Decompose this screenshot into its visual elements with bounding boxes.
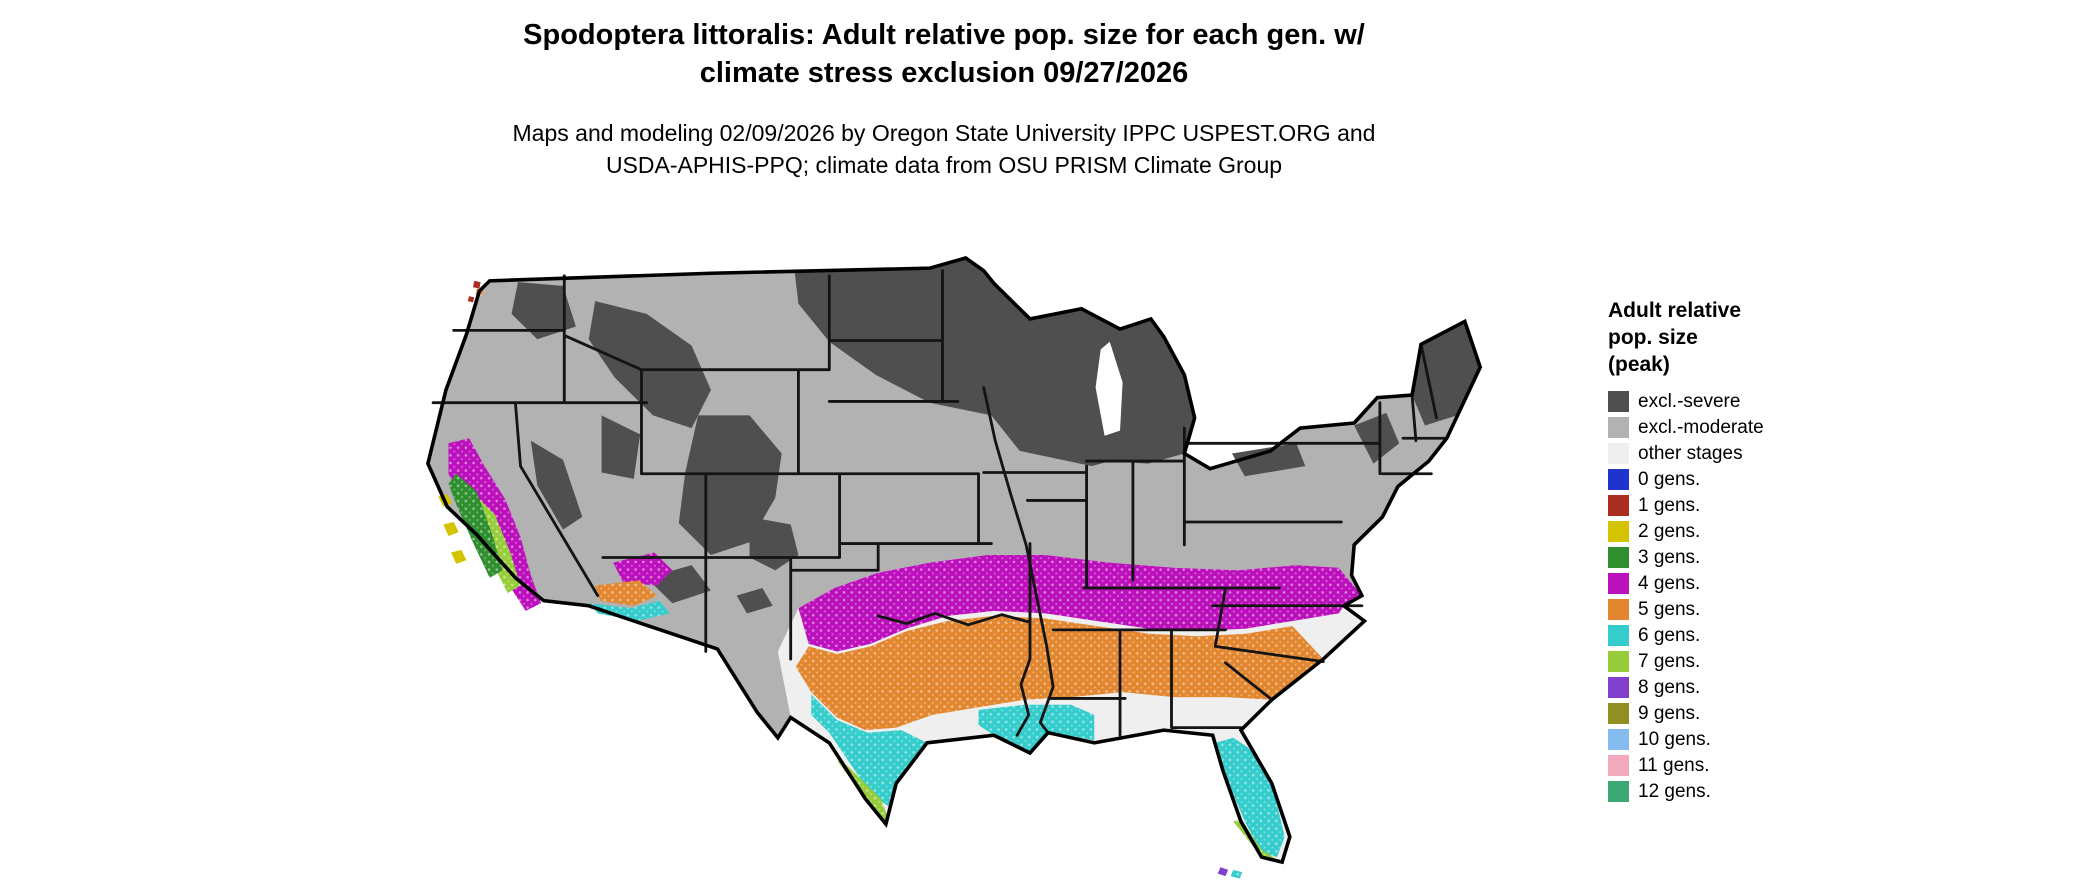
legend-swatch bbox=[1608, 677, 1629, 699]
legend-swatch bbox=[1608, 521, 1629, 543]
legend-item: excl.-severe bbox=[1608, 389, 1908, 415]
legend-title: Adult relative pop. size (peak) bbox=[1608, 298, 1908, 379]
legend-swatch bbox=[1608, 469, 1629, 491]
legend-item-label: 10 gens. bbox=[1638, 728, 1711, 750]
legend-swatch bbox=[1608, 651, 1629, 673]
legend-swatch bbox=[1608, 495, 1629, 517]
legend-item: 10 gens. bbox=[1608, 727, 1908, 753]
legend-swatch bbox=[1608, 625, 1629, 647]
map-title-line2: climate stress exclusion 09/27/2026 bbox=[699, 57, 1189, 90]
legend-item: other stages bbox=[1608, 441, 1908, 467]
map-subtitle-line1: Maps and modeling 02/09/2026 by Oregon S… bbox=[512, 120, 1376, 146]
legend-item-label: excl.-moderate bbox=[1638, 416, 1764, 438]
legend-item: 12 gens. bbox=[1608, 779, 1908, 805]
legend-item-label: 2 gens. bbox=[1638, 520, 1701, 542]
legend-item: 9 gens. bbox=[1608, 701, 1908, 727]
legend-item-label: 9 gens. bbox=[1638, 702, 1701, 724]
legend-swatch bbox=[1608, 599, 1629, 621]
legend-item-label: 3 gens. bbox=[1638, 546, 1701, 568]
legend-swatch bbox=[1608, 417, 1629, 439]
legend-item: 4 gens. bbox=[1608, 571, 1908, 597]
legend-title-line2: pop. size bbox=[1608, 325, 1698, 349]
legend-swatch bbox=[1608, 547, 1629, 569]
legend-title-line3: (peak) bbox=[1608, 352, 1670, 376]
map-subtitle-line2: USDA-APHIS-PPQ; climate data from OSU PR… bbox=[605, 151, 1283, 178]
legend-title-line1: Adult relative bbox=[1608, 299, 1742, 322]
legend-item-label: 6 gens. bbox=[1638, 624, 1701, 646]
legend-swatch bbox=[1608, 443, 1629, 465]
legend-swatch bbox=[1608, 703, 1629, 725]
map-subtitle: Maps and modeling 02/09/2026 by Oregon S… bbox=[0, 118, 1888, 181]
legend-item: 11 gens. bbox=[1608, 753, 1908, 779]
legend-swatch bbox=[1608, 573, 1629, 595]
us-map-svg bbox=[426, 256, 1483, 879]
legend-item-label: 12 gens. bbox=[1638, 780, 1711, 802]
legend-item-label: 8 gens. bbox=[1638, 676, 1701, 698]
state-borders bbox=[431, 269, 1449, 737]
legend-swatch bbox=[1608, 729, 1629, 751]
legend-item: 6 gens. bbox=[1608, 623, 1908, 649]
legend-swatch bbox=[1608, 781, 1629, 803]
legend-item-label: excl.-severe bbox=[1638, 390, 1741, 412]
legend-item: 1 gens. bbox=[1608, 493, 1908, 519]
legend: Adult relative pop. size (peak) excl.-se… bbox=[1608, 298, 1908, 805]
legend-item: excl.-moderate bbox=[1608, 415, 1908, 441]
legend-item-label: 4 gens. bbox=[1638, 572, 1701, 594]
legend-item-label: other stages bbox=[1638, 442, 1743, 464]
legend-item-label: 11 gens. bbox=[1638, 754, 1710, 776]
legend-item: 0 gens. bbox=[1608, 467, 1908, 493]
legend-item: 2 gens. bbox=[1608, 519, 1908, 545]
legend-item: 5 gens. bbox=[1608, 597, 1908, 623]
legend-item-label: 7 gens. bbox=[1638, 650, 1701, 672]
legend-item: 7 gens. bbox=[1608, 649, 1908, 675]
band-8-gens bbox=[1217, 867, 1229, 877]
legend-item-label: 0 gens. bbox=[1638, 468, 1701, 490]
legend-item: 3 gens. bbox=[1608, 545, 1908, 571]
legend-items: excl.-severe excl.-moderate other stages 0 … bbox=[1608, 389, 1908, 805]
legend-item: 8 gens. bbox=[1608, 675, 1908, 701]
legend-item-label: 5 gens. bbox=[1638, 598, 1701, 620]
map-title: Spodoptera littoralis: Adult relative po… bbox=[0, 16, 1888, 93]
legend-swatch bbox=[1608, 391, 1629, 413]
legend-swatch bbox=[1608, 755, 1629, 777]
legend-item-label: 1 gens. bbox=[1638, 494, 1701, 516]
us-map bbox=[325, 225, 1560, 885]
map-title-line1: Spodoptera littoralis: Adult relative po… bbox=[523, 19, 1365, 51]
lake-michigan bbox=[1095, 341, 1123, 436]
